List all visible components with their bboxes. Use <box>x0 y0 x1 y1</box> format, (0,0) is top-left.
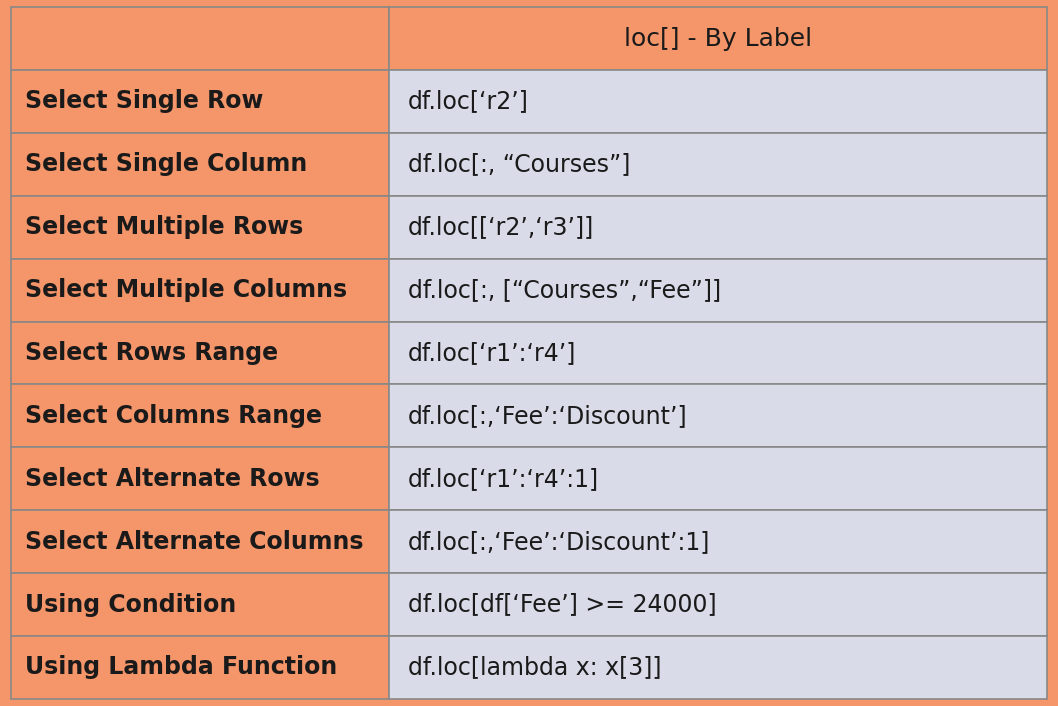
Bar <box>11 636 389 699</box>
Text: df.loc[:, [“Courses”,“Fee”]]: df.loc[:, [“Courses”,“Fee”]] <box>408 278 722 302</box>
Text: Select Columns Range: Select Columns Range <box>25 404 323 428</box>
Bar <box>389 448 1047 510</box>
Text: df.loc[‘r2’]: df.loc[‘r2’] <box>408 90 529 114</box>
Bar <box>11 448 389 510</box>
Bar <box>389 510 1047 573</box>
Bar <box>389 636 1047 699</box>
Text: Using Lambda Function: Using Lambda Function <box>25 655 338 679</box>
Bar <box>11 510 389 573</box>
Text: Select Alternate Rows: Select Alternate Rows <box>25 467 320 491</box>
Bar <box>11 133 389 196</box>
Text: loc[] - By Label: loc[] - By Label <box>624 27 813 51</box>
Text: df.loc[‘r1’:‘r4’:1]: df.loc[‘r1’:‘r4’:1] <box>408 467 599 491</box>
Text: Select Rows Range: Select Rows Range <box>25 341 278 365</box>
Bar <box>389 133 1047 196</box>
Bar <box>389 258 1047 321</box>
Bar <box>389 573 1047 636</box>
Bar <box>11 321 389 385</box>
Bar <box>389 70 1047 133</box>
Bar <box>389 7 1047 70</box>
Bar <box>389 321 1047 385</box>
Text: Select Single Row: Select Single Row <box>25 90 263 114</box>
Text: df.loc[:,‘Fee’:‘Discount’:1]: df.loc[:,‘Fee’:‘Discount’:1] <box>408 530 710 554</box>
Text: df.loc[:,‘Fee’:‘Discount’]: df.loc[:,‘Fee’:‘Discount’] <box>408 404 688 428</box>
Text: Select Single Column: Select Single Column <box>25 152 308 176</box>
Text: df.loc[:, “Courses”]: df.loc[:, “Courses”] <box>408 152 631 176</box>
Bar <box>389 196 1047 258</box>
Text: df.loc[‘r1’:‘r4’]: df.loc[‘r1’:‘r4’] <box>408 341 577 365</box>
Text: df.loc[lambda x: x[3]]: df.loc[lambda x: x[3]] <box>408 655 661 679</box>
Bar <box>11 70 389 133</box>
Text: Select Alternate Columns: Select Alternate Columns <box>25 530 364 554</box>
Bar <box>11 258 389 321</box>
Text: df.loc[[‘r2’,‘r3’]]: df.loc[[‘r2’,‘r3’]] <box>408 215 595 239</box>
Bar <box>389 385 1047 448</box>
Bar <box>11 7 389 70</box>
Text: df.loc[df[‘Fee’] >= 24000]: df.loc[df[‘Fee’] >= 24000] <box>408 592 716 616</box>
Text: Using Condition: Using Condition <box>25 592 237 616</box>
Text: Select Multiple Columns: Select Multiple Columns <box>25 278 347 302</box>
Bar <box>11 385 389 448</box>
Text: Select Multiple Rows: Select Multiple Rows <box>25 215 304 239</box>
Bar <box>11 196 389 258</box>
Bar <box>11 573 389 636</box>
